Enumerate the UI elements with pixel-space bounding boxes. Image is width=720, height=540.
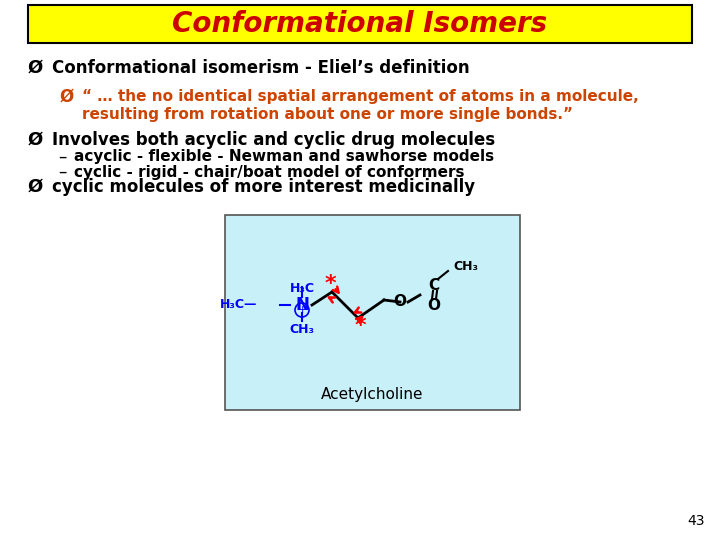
Text: O: O (394, 294, 407, 309)
Text: Ø: Ø (28, 131, 43, 149)
Text: “ … the no identical spatial arrangement of atoms in a molecule,: “ … the no identical spatial arrangement… (82, 90, 639, 105)
Text: Involves both acyclic and cyclic drug molecules: Involves both acyclic and cyclic drug mo… (52, 131, 495, 149)
Text: O: O (428, 298, 441, 313)
Text: H₃C: H₃C (289, 282, 315, 295)
Text: –: – (58, 163, 66, 181)
Text: CH₃: CH₃ (453, 260, 478, 273)
Text: *: * (324, 274, 336, 294)
Text: cyclic molecules of more interest medicinally: cyclic molecules of more interest medici… (52, 178, 475, 196)
Text: CH₃: CH₃ (289, 323, 315, 336)
Text: 43: 43 (688, 514, 705, 528)
Text: N: N (295, 296, 309, 314)
Text: H₃C—: H₃C— (220, 299, 257, 312)
Text: +: + (297, 305, 307, 315)
FancyBboxPatch shape (225, 215, 520, 410)
Text: Ø: Ø (60, 88, 74, 106)
Text: resulting from rotation about one or more single bonds.”: resulting from rotation about one or mor… (82, 106, 573, 122)
Text: acyclic - flexible - Newman and sawhorse models: acyclic - flexible - Newman and sawhorse… (74, 150, 494, 165)
Text: Acetylcholine: Acetylcholine (321, 388, 424, 402)
Text: Ø: Ø (28, 178, 43, 196)
Text: Ø: Ø (28, 59, 43, 77)
Text: Conformational isomerism - Eliel’s definition: Conformational isomerism - Eliel’s defin… (52, 59, 469, 77)
Text: C: C (428, 278, 440, 293)
FancyBboxPatch shape (28, 5, 692, 43)
Text: –: – (58, 148, 66, 166)
Text: Conformational Isomers: Conformational Isomers (172, 10, 548, 38)
Text: cyclic - rigid - chair/boat model of conformers: cyclic - rigid - chair/boat model of con… (74, 165, 464, 179)
Text: *: * (354, 316, 366, 336)
